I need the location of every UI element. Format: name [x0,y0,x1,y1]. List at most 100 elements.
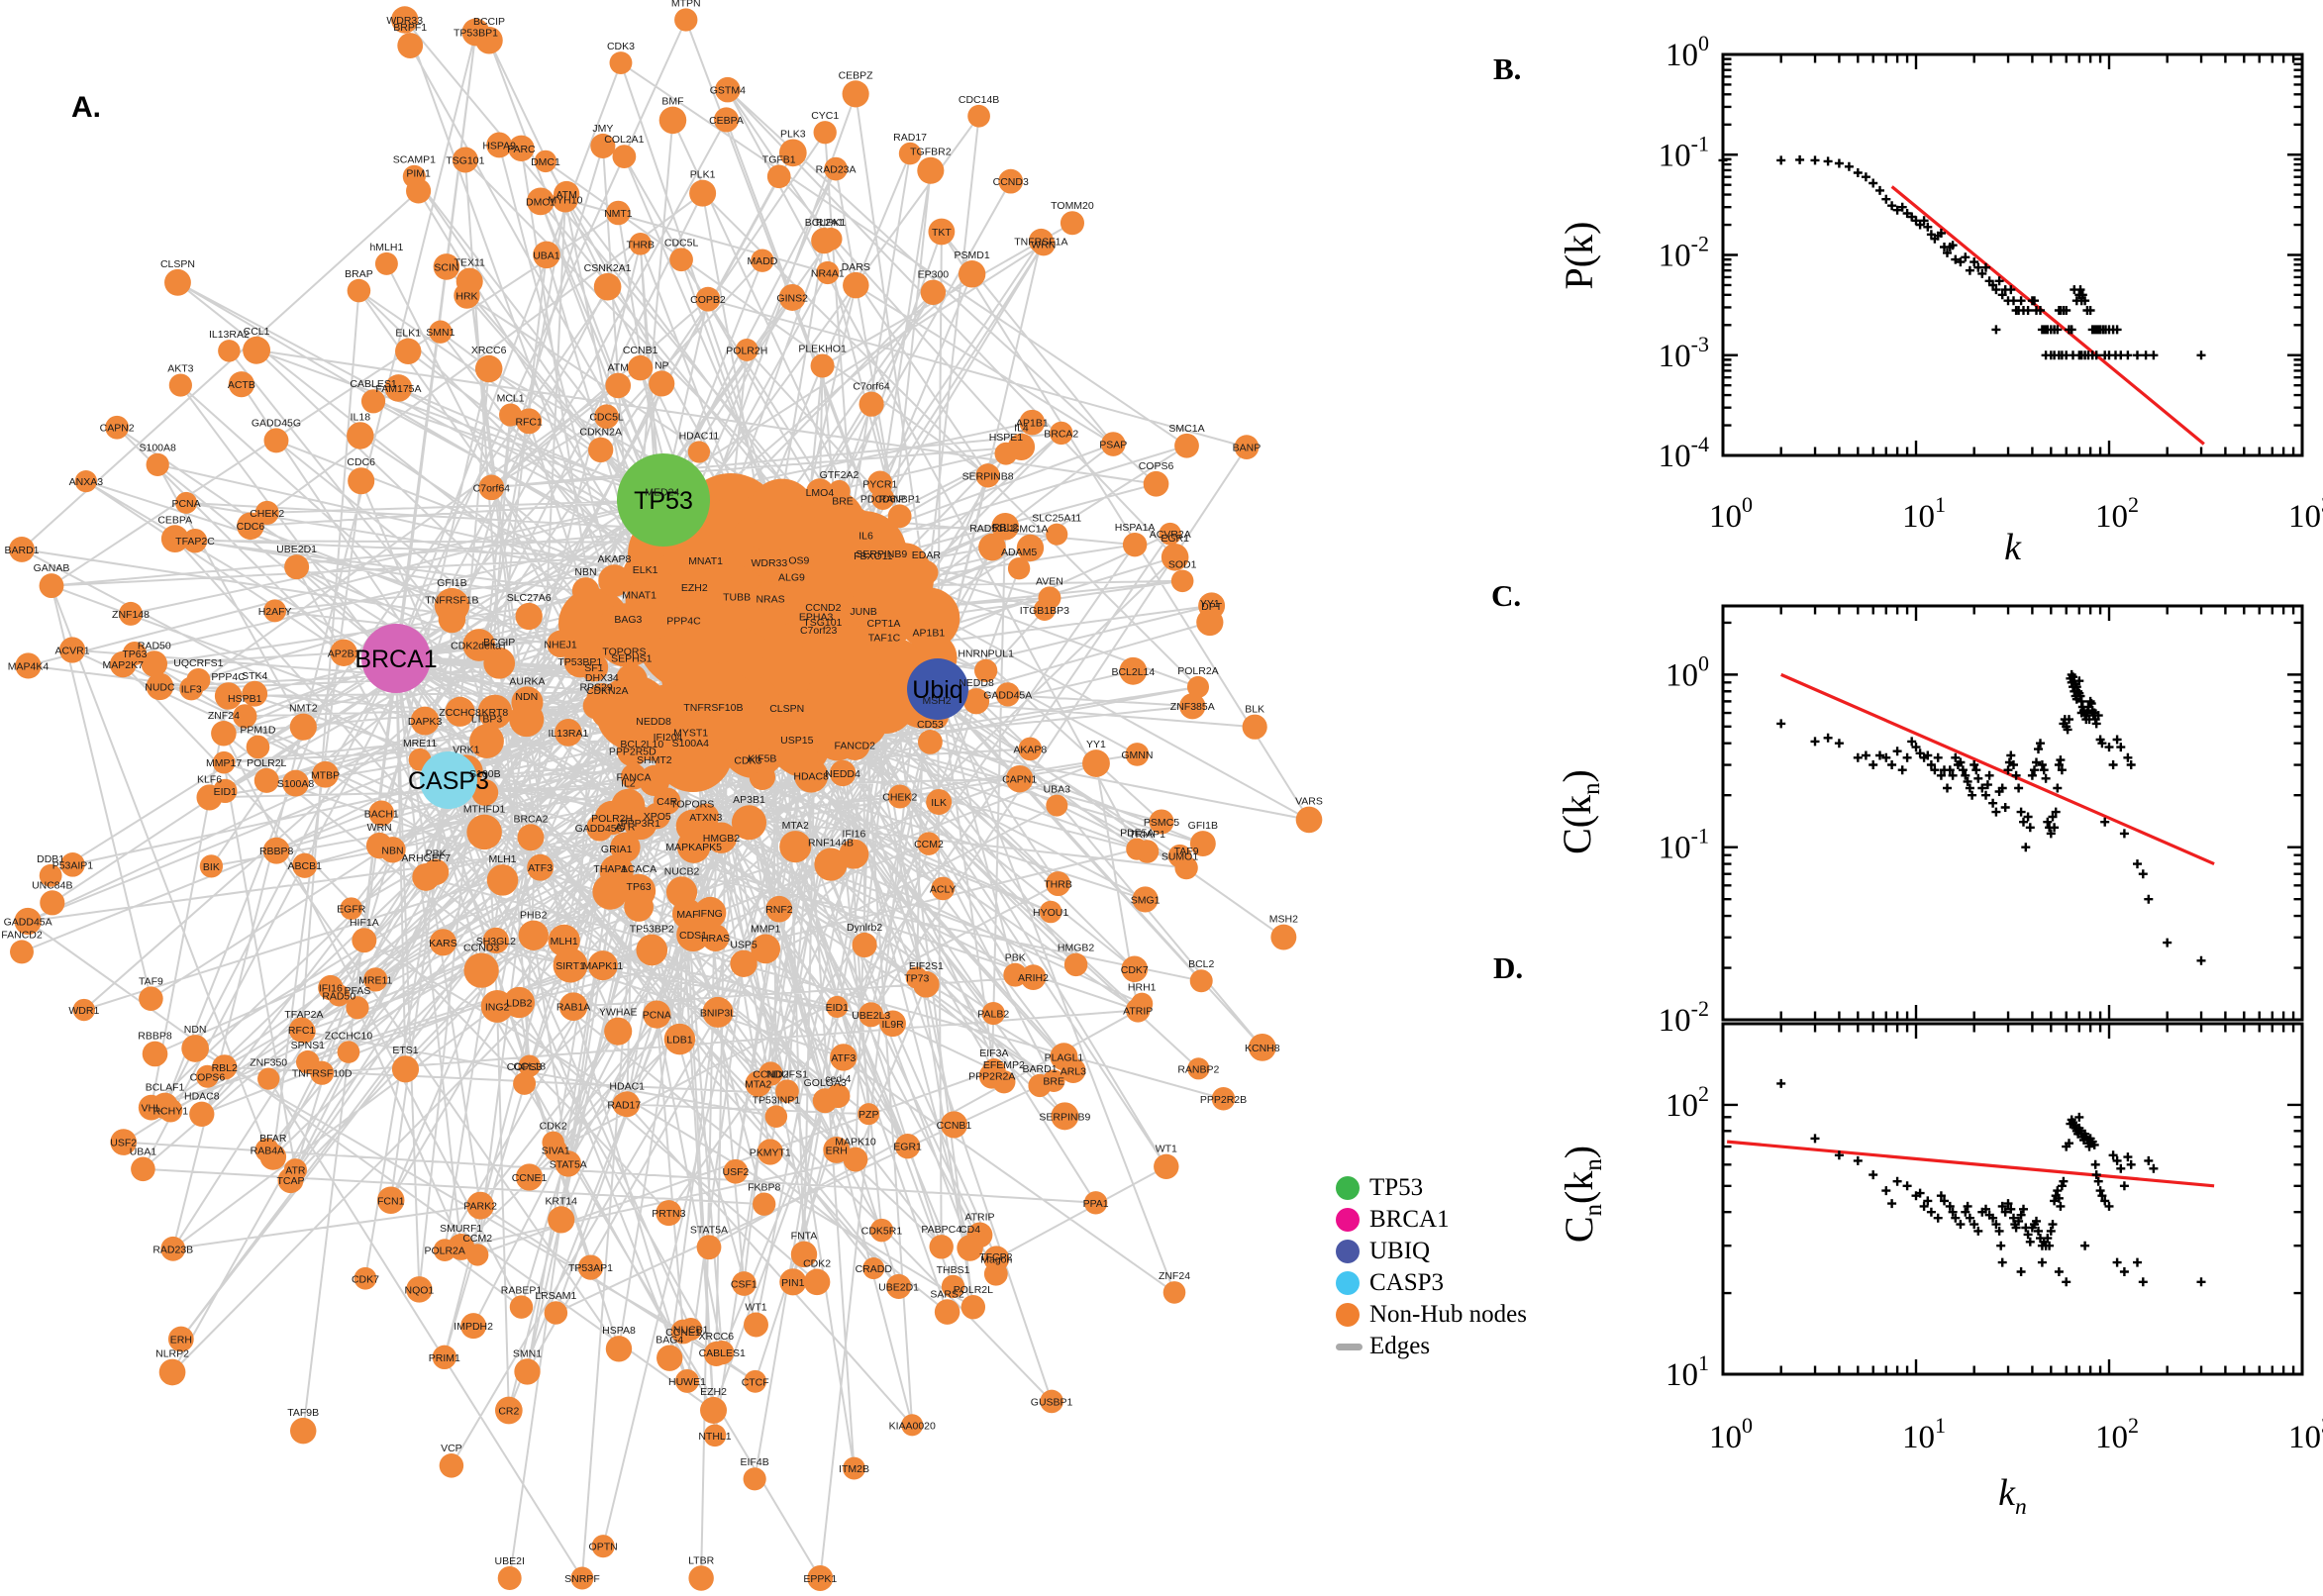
non-hub-node [354,1266,377,1290]
svg-text:ILK: ILK [931,797,947,809]
svg-text:MCL1: MCL1 [497,393,525,405]
svg-text:CCNB1: CCNB1 [937,1120,972,1132]
svg-text:EIF4B: EIF4B [741,1456,769,1468]
svg-text:EID1: EID1 [214,786,238,798]
non-hub-node [894,1134,921,1159]
svg-text:AKAP8: AKAP8 [1013,744,1047,755]
svg-text:JUNB: JUNB [850,606,876,618]
svg-text:MED24: MED24 [645,487,679,499]
svg-text:CDC5L: CDC5L [664,237,699,249]
network-graph: TP53 BRCA1 Ubiq CASP3 ZNF24 C7orf64 CDC6 COPS6 C… [1,0,1323,1591]
non-hub-node [1122,532,1148,557]
svg-text:RCHY1: RCHY1 [152,1106,188,1118]
non-hub-node [967,104,990,128]
svg-text:PLAGL1: PLAGL1 [1045,1051,1084,1063]
svg-text:CCND2: CCND2 [805,602,841,614]
svg-text:RAD17: RAD17 [607,1099,641,1111]
non-hub-node [509,702,545,738]
non-hub-node [779,831,812,863]
non-hub-node [168,373,192,397]
non-hub-node [615,663,648,696]
svg-text:IL6: IL6 [858,531,873,543]
svg-text:CCNE1: CCNE1 [665,1327,701,1339]
svg-text:CLSPN: CLSPN [160,258,195,270]
svg-text:PALB2: PALB2 [977,1009,1009,1021]
svg-text:AP3B1: AP3B1 [733,794,765,806]
non-hub-node [689,566,722,599]
svg-text:DMC1: DMC1 [526,196,556,208]
non-hub-node [429,929,457,956]
non-hub-node [548,1206,575,1234]
non-hub-node [445,696,475,727]
svg-text:RAB1A: RAB1A [556,1002,590,1014]
svg-text:ACLY: ACLY [930,883,957,895]
svg-text:TUBB: TUBB [723,592,751,604]
svg-text:RPS29: RPS29 [579,682,612,694]
svg-text:MADD: MADD [747,255,777,267]
svg-text:Dynlrb2: Dynlrb2 [847,922,882,934]
svg-text:P53AIP1: P53AIP1 [52,859,94,871]
svg-text:TFCP2: TFCP2 [979,1251,1012,1263]
non-hub-node [295,1049,320,1074]
non-hub-node [991,512,1020,541]
non-hub-node [752,546,786,580]
svg-text:KCNH8: KCNH8 [1245,1043,1280,1054]
non-hub-node [940,1111,968,1139]
svg-text:NEDD4: NEDD4 [825,768,860,780]
svg-text:CAPN1: CAPN1 [1002,774,1037,786]
svg-text:BMF: BMF [661,96,683,108]
svg-text:YY1: YY1 [1200,598,1220,610]
non-hub-node [466,1191,495,1220]
non-hub-node [552,186,578,213]
non-hub-node [233,704,257,729]
non-hub-node [469,724,504,758]
svg-text:HIF1A: HIF1A [350,917,379,929]
svg-text:SLC25A11: SLC25A11 [1032,513,1081,525]
svg-text:HUWE1: HUWE1 [668,1376,706,1388]
non-hub-node [547,630,574,658]
svg-text:PHB2: PHB2 [520,910,548,922]
legend-label: Edges [1369,1333,1431,1359]
svg-text:GTF2A2: GTF2A2 [820,469,859,481]
svg-text:PPP2R2A: PPP2R2A [968,1071,1015,1083]
non-hub-node [928,218,956,246]
svg-text:ARIH2: ARIH2 [1018,972,1049,984]
svg-text:ELK1: ELK1 [395,328,421,340]
svg-text:KARS: KARS [429,938,457,949]
svg-text:HDAC8: HDAC8 [184,1091,220,1103]
non-hub-node [347,278,371,303]
non-hub-node [433,253,460,280]
non-hub-node [527,853,555,881]
non-hub-node [656,1345,683,1371]
scatter-points-D [1776,1078,2206,1287]
svg-text:ZNF385A: ZNF385A [1170,701,1215,713]
svg-text:CEBPZ: CEBPZ [839,69,874,81]
svg-text:SF1: SF1 [584,662,603,674]
non-hub-node [160,1236,186,1261]
non-hub-node [627,354,654,381]
svg-text:103: 103 [2288,1413,2323,1455]
svg-text:PPP4C: PPP4C [666,615,701,627]
svg-text:BRCA2: BRCA2 [513,813,548,825]
non-hub-node [826,995,849,1018]
legend-label: UBIQ [1369,1238,1431,1264]
non-hub-node [852,599,875,623]
svg-text:BCL2: BCL2 [1188,958,1214,970]
svg-text:SHMT2: SHMT2 [637,754,672,766]
svg-text:BRE: BRE [1043,1076,1064,1088]
non-hub-node [146,672,174,701]
fit-line-D [1726,1140,2215,1188]
svg-text:ZNF350: ZNF350 [250,1056,287,1068]
non-hub-node [1126,838,1149,860]
non-hub-node [175,491,198,514]
svg-text:WT1: WT1 [745,1302,766,1314]
non-hub-node [384,374,413,402]
non-hub-node [781,745,813,776]
svg-text:BCCIP: BCCIP [473,16,505,28]
fit-line-C [1780,672,2215,866]
svg-text:ZNF24: ZNF24 [208,710,240,722]
svg-text:SMN1: SMN1 [513,1347,542,1359]
svg-text:KIF5B: KIF5B [748,753,776,765]
svg-text:IL2: IL2 [621,778,636,790]
svg-text:GFI1B: GFI1B [1188,820,1218,832]
